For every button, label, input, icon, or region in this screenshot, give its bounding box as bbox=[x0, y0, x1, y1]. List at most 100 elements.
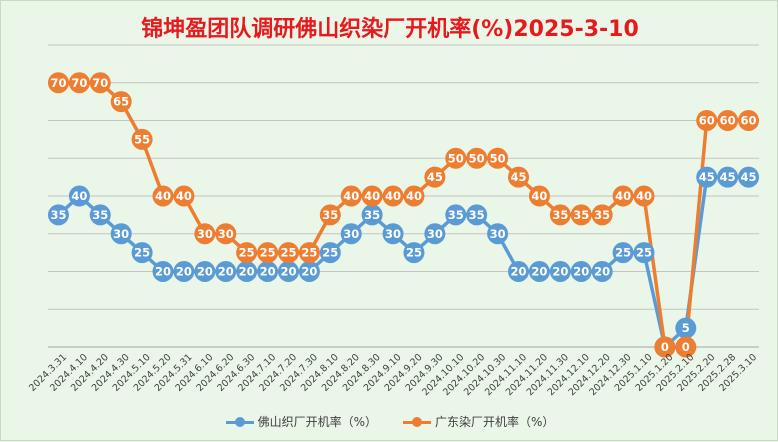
data-label: 40 bbox=[385, 189, 401, 203]
data-point bbox=[340, 185, 362, 207]
data-label: 30 bbox=[385, 227, 401, 241]
data-point bbox=[277, 261, 299, 282]
data-label: 70 bbox=[92, 76, 108, 90]
legend-swatch-foshan bbox=[225, 416, 254, 427]
data-point bbox=[215, 223, 237, 245]
data-point bbox=[675, 336, 697, 358]
data-label: 60 bbox=[741, 114, 757, 128]
data-label: 65 bbox=[113, 95, 129, 109]
data-point bbox=[717, 110, 739, 131]
data-point bbox=[738, 166, 760, 188]
data-point bbox=[152, 261, 174, 282]
data-label: 20 bbox=[260, 265, 276, 279]
data-label: 20 bbox=[301, 265, 317, 279]
data-label: 50 bbox=[490, 151, 506, 165]
data-point bbox=[319, 204, 341, 226]
data-label: 25 bbox=[636, 246, 652, 260]
data-label: 40 bbox=[531, 189, 547, 203]
data-point bbox=[508, 261, 530, 282]
data-point bbox=[528, 261, 550, 282]
data-label: 40 bbox=[615, 189, 631, 203]
data-label: 60 bbox=[699, 114, 715, 128]
data-label: 5 bbox=[682, 321, 690, 335]
data-label: 20 bbox=[218, 265, 234, 279]
data-point bbox=[508, 166, 530, 188]
x-axis-tick-labels: 2024.3.312024.4.102024.4.202024.4.302024… bbox=[27, 352, 759, 398]
data-label: 35 bbox=[469, 208, 485, 222]
legend-swatch-guangdong bbox=[403, 416, 431, 427]
data-label: 40 bbox=[176, 189, 192, 203]
data-point bbox=[466, 147, 488, 169]
data-point bbox=[528, 185, 550, 207]
data-point bbox=[236, 242, 258, 264]
data-point bbox=[298, 261, 320, 282]
data-point bbox=[173, 185, 195, 207]
data-point bbox=[47, 72, 69, 94]
data-point bbox=[361, 204, 383, 226]
data-label: 35 bbox=[322, 208, 338, 222]
data-point bbox=[717, 166, 739, 188]
data-label: 40 bbox=[343, 189, 359, 203]
data-label: 40 bbox=[636, 189, 652, 203]
data-label: 45 bbox=[720, 170, 736, 184]
data-label: 40 bbox=[155, 189, 171, 203]
data-label: 30 bbox=[343, 227, 359, 241]
data-point bbox=[382, 185, 404, 207]
data-point bbox=[675, 317, 697, 339]
data-point bbox=[424, 166, 446, 188]
data-point bbox=[466, 204, 488, 226]
data-label: 35 bbox=[364, 208, 380, 222]
data-point bbox=[591, 261, 613, 282]
data-point bbox=[257, 261, 279, 282]
data-label: 20 bbox=[176, 265, 192, 279]
data-point bbox=[110, 223, 132, 245]
data-label: 70 bbox=[71, 76, 87, 90]
data-label: 25 bbox=[260, 246, 276, 260]
data-label: 55 bbox=[134, 132, 150, 146]
data-label: 25 bbox=[280, 246, 296, 260]
data-point bbox=[194, 261, 216, 282]
data-label: 20 bbox=[573, 265, 589, 279]
data-point bbox=[47, 204, 69, 226]
data-point bbox=[612, 185, 634, 207]
data-label: 30 bbox=[218, 227, 234, 241]
data-label: 40 bbox=[364, 189, 380, 203]
data-label: 45 bbox=[427, 170, 443, 184]
data-label: 20 bbox=[511, 265, 527, 279]
data-point bbox=[549, 261, 571, 282]
data-point bbox=[89, 204, 111, 226]
data-point bbox=[298, 242, 320, 264]
data-label: 20 bbox=[531, 265, 547, 279]
data-point bbox=[68, 72, 90, 94]
data-label: 45 bbox=[699, 170, 715, 184]
series-points: 35 40 35 30 25 20 20 20 20 20 20 20 20 25 30 35 30 25 30 35… bbox=[47, 72, 760, 358]
data-point bbox=[487, 223, 509, 245]
data-label: 20 bbox=[239, 265, 255, 279]
data-label: 20 bbox=[155, 265, 171, 279]
legend-label-guangdong: 广东染厂开机率（%） bbox=[435, 415, 555, 429]
data-point bbox=[403, 242, 425, 264]
data-label: 20 bbox=[197, 265, 213, 279]
data-label: 35 bbox=[92, 208, 108, 222]
data-label: 60 bbox=[720, 114, 736, 128]
data-label: 35 bbox=[594, 208, 610, 222]
data-label: 30 bbox=[197, 227, 213, 241]
data-label: 20 bbox=[552, 265, 568, 279]
data-point bbox=[131, 128, 153, 150]
data-point bbox=[633, 185, 655, 207]
data-label: 25 bbox=[301, 246, 317, 260]
data-label: 35 bbox=[50, 208, 66, 222]
data-label: 25 bbox=[239, 246, 255, 260]
data-point bbox=[173, 261, 195, 282]
data-point bbox=[257, 242, 279, 264]
data-point bbox=[570, 261, 592, 282]
data-label: 45 bbox=[741, 170, 757, 184]
data-point bbox=[570, 204, 592, 226]
data-point bbox=[68, 185, 90, 207]
data-label: 25 bbox=[615, 246, 631, 260]
data-label: 0 bbox=[661, 340, 669, 354]
data-label: 50 bbox=[469, 151, 485, 165]
data-point bbox=[696, 166, 718, 188]
data-point bbox=[340, 223, 362, 245]
